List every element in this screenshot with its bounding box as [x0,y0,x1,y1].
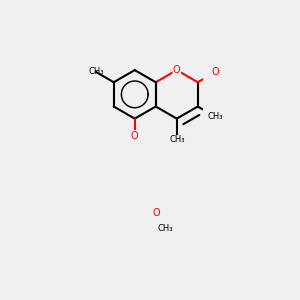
Text: O: O [212,67,220,77]
Text: O: O [173,65,181,75]
Text: CH₃: CH₃ [208,112,224,121]
Text: O: O [131,130,139,141]
Text: CH₃: CH₃ [169,135,184,144]
Text: CH₃: CH₃ [157,224,173,233]
Text: CH₃: CH₃ [88,68,103,76]
Text: O: O [152,208,160,218]
